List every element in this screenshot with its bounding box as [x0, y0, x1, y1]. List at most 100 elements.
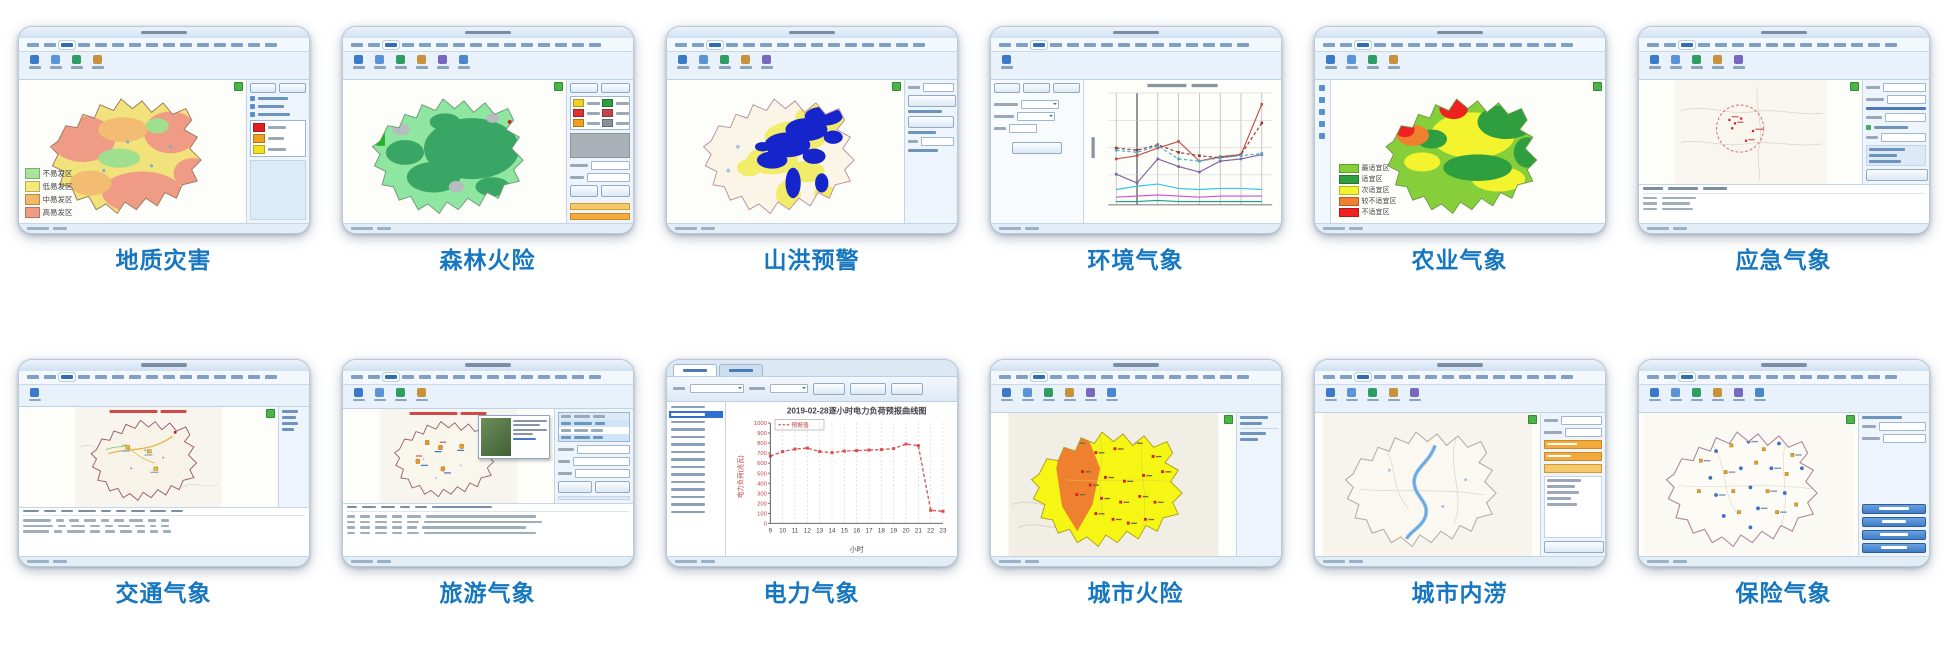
query-button[interactable] — [1011, 142, 1062, 154]
insurance-panel[interactable] — [1857, 412, 1929, 556]
traffic-weather-map[interactable] — [18, 406, 278, 507]
map-tool-icon[interactable] — [1845, 414, 1855, 424]
window-menubar[interactable] — [18, 38, 309, 52]
window-toolbar[interactable] — [1638, 52, 1929, 80]
tourism-weather-map[interactable] — [342, 408, 554, 503]
thumbnail-flash-flood[interactable] — [665, 26, 958, 234]
print-button[interactable] — [890, 382, 923, 395]
window-titlebar — [18, 359, 309, 371]
scenic-spot-photo-popup[interactable] — [477, 414, 550, 459]
map-tool-icon[interactable] — [891, 82, 901, 91]
panel-action-button[interactable] — [1861, 529, 1926, 540]
layers-panel[interactable] — [245, 80, 309, 223]
power-toolbar[interactable] — [666, 376, 957, 402]
flood-warning-map[interactable] — [666, 80, 904, 223]
spots-table[interactable] — [557, 411, 630, 442]
window-toolbar[interactable] — [18, 384, 309, 407]
power-tabs[interactable] — [666, 359, 957, 377]
waterlogging-panel[interactable] — [1539, 412, 1605, 556]
gallery-item-emergency: 应急气象 — [1622, 26, 1946, 275]
thumbnail-gallery: 不易发区 低易发区 中易发区 高易发区 — [17, 26, 1946, 606]
map-tool-icon[interactable] — [233, 82, 243, 91]
fire-risk-panel[interactable] — [565, 80, 633, 223]
window-menubar[interactable] — [18, 370, 309, 385]
window-menubar[interactable] — [1314, 38, 1605, 52]
window-toolbar[interactable] — [1314, 52, 1605, 80]
forest-fire-risk-map[interactable] — [342, 80, 566, 223]
forest-fire-map-svg — [371, 98, 524, 214]
window-menubar[interactable] — [666, 38, 957, 52]
window-statusbar — [990, 223, 1281, 233]
query-button[interactable] — [812, 382, 845, 395]
geo-disaster-map-svg — [49, 98, 202, 214]
map-tool-icon[interactable] — [265, 408, 275, 418]
window-toolbar[interactable] — [18, 52, 309, 80]
thumbnail-tourism[interactable] — [341, 358, 634, 567]
panel-action-button[interactable] — [1861, 516, 1926, 527]
thumbnail-insurance[interactable] — [1637, 358, 1930, 567]
map-tool-icon[interactable] — [1527, 414, 1537, 424]
tourism-info-panel[interactable] — [553, 408, 633, 503]
window-menubar[interactable] — [342, 370, 633, 385]
window-toolbar[interactable] — [342, 52, 633, 80]
panel-action-button[interactable] — [1861, 503, 1926, 514]
insurance-sites-map[interactable] — [1638, 412, 1858, 556]
waterlogging-map[interactable] — [1314, 412, 1540, 556]
thumbnail-forest-fire[interactable] — [341, 26, 634, 234]
thumbnail-urban-fire[interactable] — [989, 358, 1282, 567]
tab-load-forecast[interactable] — [672, 363, 717, 376]
window-toolbar[interactable] — [1314, 384, 1605, 413]
thumbnail-emergency[interactable] — [1637, 26, 1930, 234]
thumbnail-waterlogging[interactable] — [1313, 358, 1606, 567]
thumbnail-traffic[interactable] — [17, 358, 310, 567]
emergency-impact-map[interactable] — [1638, 80, 1862, 184]
window-menubar[interactable] — [1638, 38, 1929, 52]
window-toolbar[interactable] — [342, 384, 633, 409]
thumbnail-geo-disaster[interactable]: 不易发区 低易发区 中易发区 高易发区 — [17, 26, 310, 234]
svg-text:100: 100 — [757, 511, 767, 517]
power-chart-area[interactable]: 2019-02-28逐小时电力负荷预报曲线图 预报值 电力负荷(兆瓦) 小时 9… — [725, 401, 957, 556]
window-menubar[interactable] — [342, 38, 633, 52]
urban-fire-risk-map[interactable] — [990, 412, 1236, 556]
window-menubar[interactable] — [990, 370, 1281, 385]
panel-action-button[interactable] — [1861, 542, 1926, 553]
window-toolbar[interactable] — [666, 52, 957, 80]
legend-label: 中易发区 — [42, 194, 73, 204]
window-menubar[interactable] — [1638, 370, 1929, 385]
geo-disaster-risk-map[interactable]: 不易发区 低易发区 中易发区 高易发区 — [18, 80, 246, 223]
window-menubar[interactable] — [990, 38, 1281, 52]
load-value-list[interactable] — [666, 401, 726, 556]
date-select[interactable] — [689, 384, 744, 394]
flood-panel[interactable] — [903, 80, 957, 223]
traffic-data-table[interactable] — [18, 506, 309, 556]
map-tool-icon[interactable] — [1223, 414, 1233, 424]
window-menubar[interactable] — [1314, 370, 1605, 385]
region-select[interactable] — [769, 384, 808, 394]
agri-climate-map[interactable]: 最适宜区 适宜区 次适宜区 较不适宜区 不适宜区 — [1330, 80, 1605, 223]
thumbnail-power[interactable]: 2019-02-28逐小时电力负荷预报曲线图 预报值 电力负荷(兆瓦) 小时 9… — [665, 358, 958, 567]
map-tool-icon[interactable] — [1592, 82, 1602, 91]
window-toolbar[interactable] — [1638, 384, 1929, 413]
env-weather-chart-area[interactable] — [1083, 80, 1281, 223]
agri-map-svg — [1385, 98, 1537, 214]
fire-side-panel[interactable] — [1235, 412, 1281, 556]
thumbnail-environment[interactable] — [989, 26, 1282, 234]
window-toolbar[interactable] — [990, 52, 1281, 80]
query-form-panel[interactable] — [990, 80, 1084, 223]
tourism-data-table[interactable] — [342, 502, 633, 556]
tab-history[interactable] — [718, 363, 763, 376]
map-tool-icon[interactable] — [1849, 82, 1859, 91]
map-side-panel[interactable] — [277, 406, 309, 507]
side-tools-strip[interactable] — [1314, 80, 1331, 223]
thumbnail-agriculture[interactable]: 最适宜区 适宜区 次适宜区 较不适宜区 不适宜区 — [1313, 26, 1606, 234]
window-toolbar[interactable] — [990, 384, 1281, 413]
window-statusbar — [18, 555, 309, 566]
export-button[interactable] — [849, 382, 886, 395]
window-statusbar — [1638, 555, 1929, 566]
window-titlebar — [666, 27, 957, 38]
emergency-result-list[interactable] — [1638, 184, 1929, 223]
map-tool-icon[interactable] — [553, 82, 563, 91]
scenic-info-text — [512, 418, 547, 456]
emergency-form-panel[interactable] — [1861, 80, 1929, 184]
svg-text:19: 19 — [890, 527, 898, 534]
